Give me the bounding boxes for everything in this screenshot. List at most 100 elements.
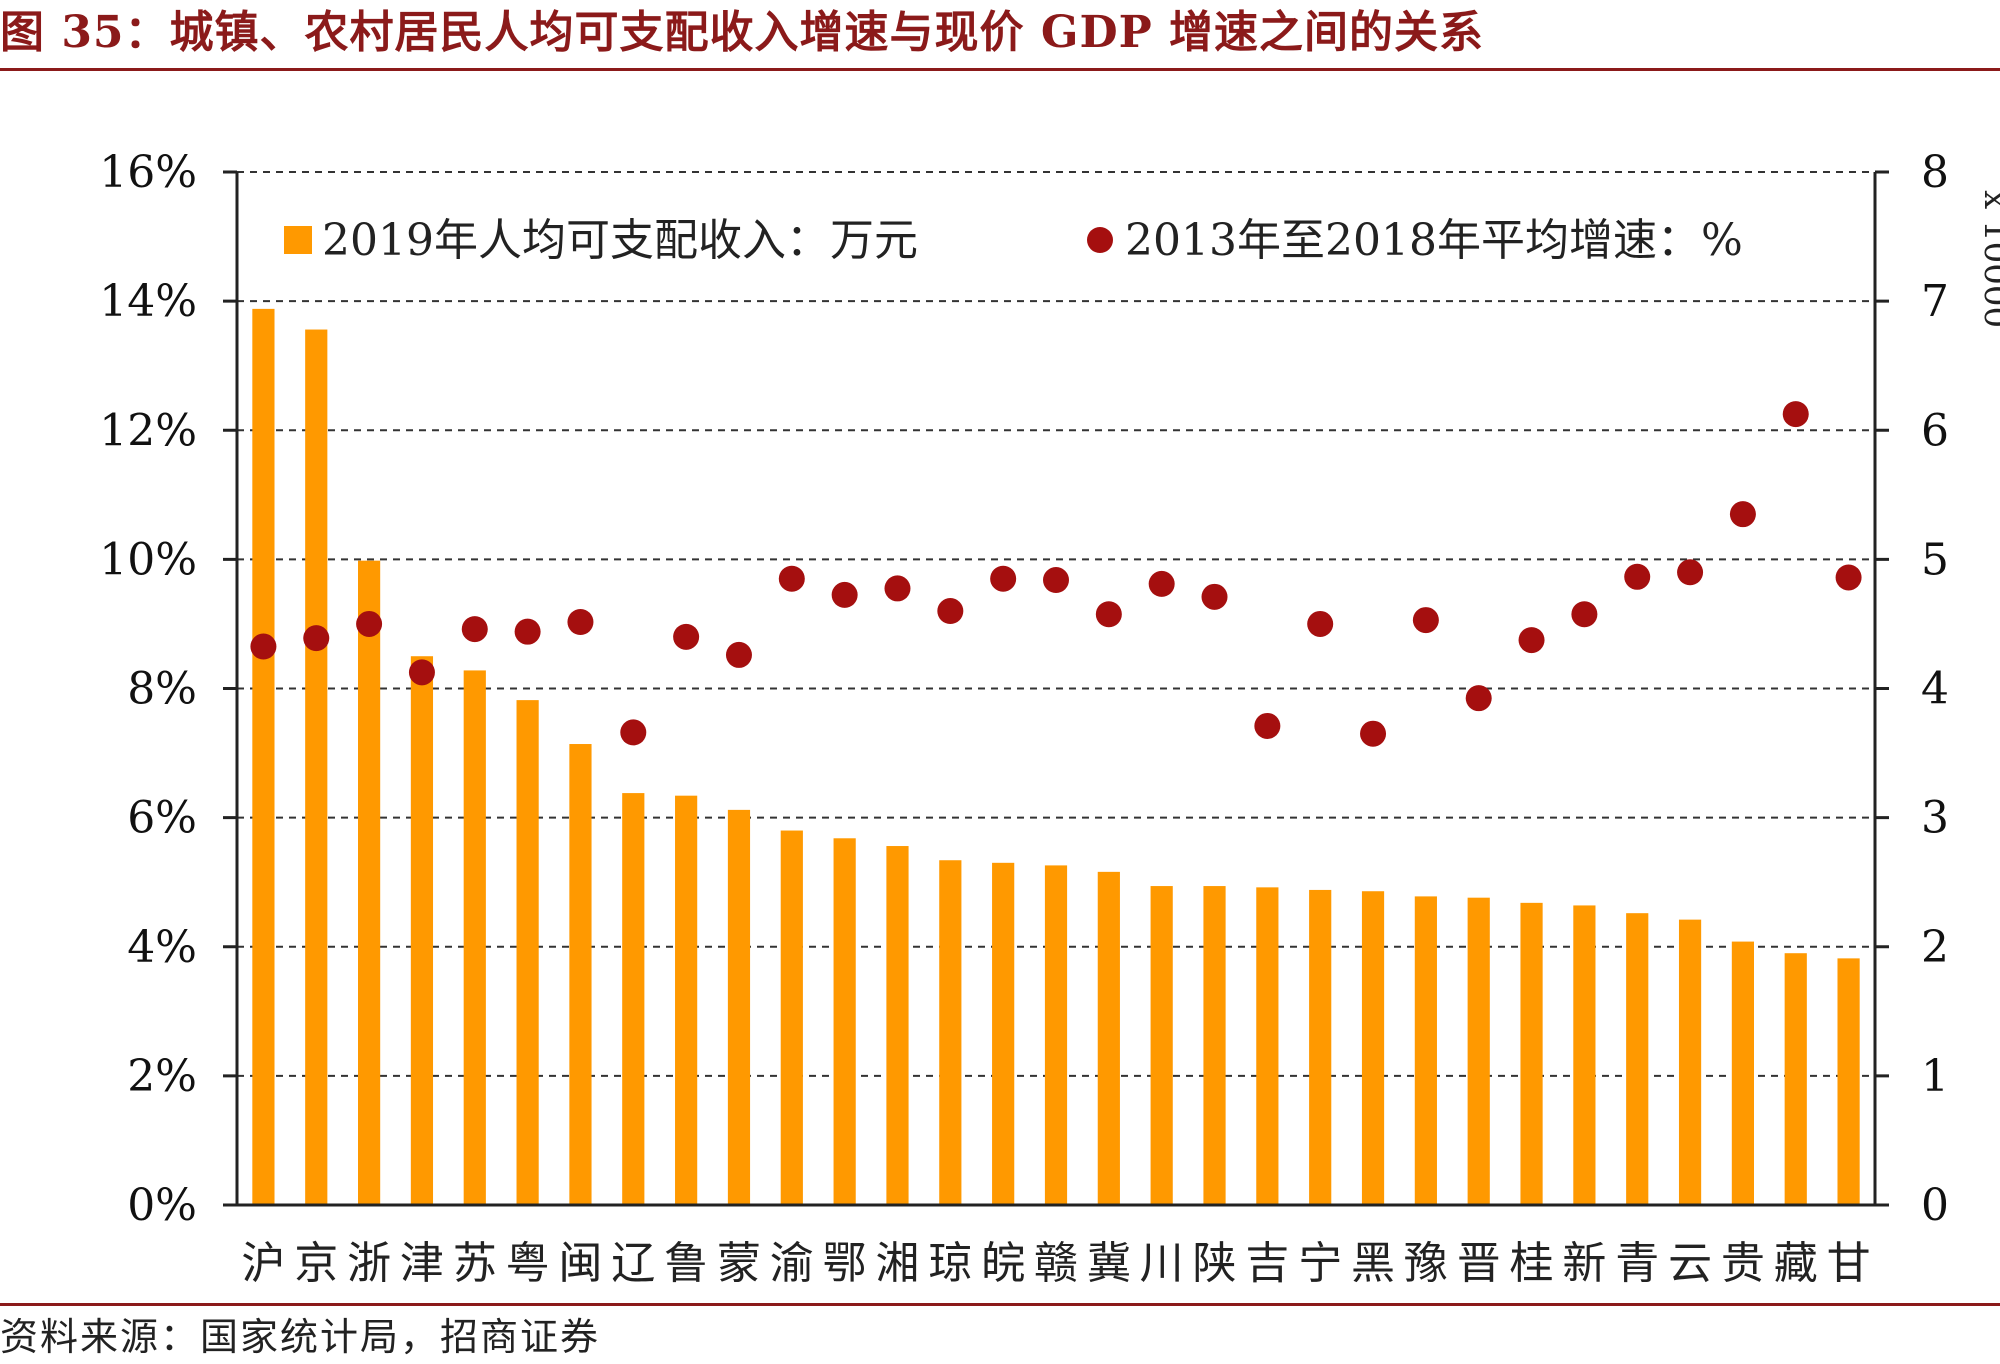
point-青 — [1624, 563, 1651, 590]
gridlines — [237, 171, 1875, 1077]
bar-浙 — [358, 560, 381, 1205]
bar-湘 — [886, 846, 909, 1205]
legend: 2019年人均可支配收入：万元 2013年至2018年平均增速：% — [284, 215, 1743, 266]
category-label: 新 — [1562, 1238, 1606, 1289]
right-tick-label: 7 — [1921, 276, 1949, 327]
bar-贵 — [1731, 941, 1754, 1205]
point-鄂 — [831, 581, 858, 608]
bar-陕 — [1203, 886, 1226, 1205]
category-label: 琼 — [928, 1238, 972, 1289]
bar-鄂 — [833, 838, 856, 1205]
category-label: 湘 — [875, 1238, 919, 1289]
bar-冀 — [1097, 871, 1120, 1205]
left-axis-ticks: 0% 2% 4% 6% 8% 10% 12% 14% 16% — [99, 147, 197, 1231]
left-tick-label: 16% — [99, 147, 197, 198]
point-新 — [1571, 601, 1598, 628]
point-琼 — [937, 598, 964, 625]
category-label: 赣 — [1034, 1238, 1078, 1289]
figure-source: 资料来源：国家统计局，招商证券 — [0, 1315, 601, 1359]
point-豫 — [1412, 607, 1439, 634]
bar-沪 — [252, 308, 275, 1205]
chart: 0% 2% 4% 6% 8% 10% 12% 14% 16% 0 1 2 3 4 5 6 7 8 沪京浙津苏粤闽… — [99, 147, 2000, 1289]
right-tick-label: 6 — [1921, 405, 1949, 456]
category-label: 川 — [1140, 1238, 1184, 1289]
right-axis-ticks: 0 1 2 3 4 5 6 7 8 — [1921, 147, 1949, 1231]
point-辽 — [620, 719, 647, 746]
point-晋 — [1465, 685, 1492, 712]
source-rule — [0, 1303, 2000, 1306]
category-label: 渝 — [770, 1238, 814, 1289]
right-tick-label: 5 — [1921, 534, 1949, 585]
bar-黑 — [1361, 891, 1385, 1205]
point-渝 — [778, 565, 805, 592]
left-tick-label: 10% — [99, 534, 197, 585]
category-labels: 沪京浙津苏粤闽辽鲁蒙渝鄂湘琼皖赣冀川陕吉宁黑豫晋桂新青云贵藏甘 — [241, 1238, 1870, 1289]
point-湘 — [884, 575, 911, 602]
scatter-series — [250, 401, 1862, 747]
category-label: 甘 — [1827, 1238, 1871, 1289]
category-label: 黑 — [1351, 1238, 1395, 1289]
bar-粤 — [516, 700, 539, 1205]
right-tick-label: 0 — [1921, 1180, 1949, 1231]
point-鲁 — [673, 623, 700, 650]
point-沪 — [250, 633, 277, 660]
category-label: 贵 — [1721, 1238, 1765, 1289]
bar-吉 — [1256, 887, 1279, 1205]
point-津 — [408, 659, 435, 686]
bar-藏 — [1784, 953, 1807, 1205]
category-label: 苏 — [453, 1238, 497, 1289]
bar-闽 — [569, 744, 592, 1205]
point-黑 — [1360, 720, 1387, 747]
bar-新 — [1573, 905, 1596, 1205]
point-京 — [303, 625, 330, 652]
category-label: 粤 — [506, 1238, 550, 1289]
legend-bar-swatch — [284, 226, 312, 254]
category-label: 桂 — [1510, 1238, 1554, 1289]
point-浙 — [356, 610, 383, 637]
bar-series — [252, 308, 1860, 1206]
category-label: 云 — [1668, 1238, 1712, 1289]
bar-云 — [1678, 919, 1702, 1205]
left-tick-label: 0% — [127, 1180, 197, 1231]
right-tick-label: 3 — [1921, 793, 1949, 844]
category-label: 沪 — [241, 1238, 285, 1289]
bar-辽 — [622, 793, 645, 1205]
category-label: 鄂 — [823, 1238, 867, 1289]
point-甘 — [1835, 564, 1862, 591]
bar-赣 — [1044, 865, 1068, 1205]
left-tick-label: 8% — [127, 664, 197, 715]
point-陕 — [1201, 583, 1228, 610]
bar-蒙 — [727, 809, 751, 1205]
category-label: 吉 — [1245, 1238, 1289, 1289]
right-tick-label: 8 — [1921, 147, 1949, 198]
category-label: 藏 — [1774, 1238, 1818, 1289]
bar-晋 — [1467, 897, 1490, 1205]
left-tick-label: 2% — [127, 1051, 197, 1102]
category-label: 京 — [294, 1238, 338, 1289]
bar-青 — [1626, 913, 1649, 1205]
point-苏 — [461, 616, 488, 643]
category-label: 辽 — [611, 1238, 655, 1289]
point-赣 — [1043, 567, 1069, 594]
title-rule — [0, 68, 2000, 71]
point-冀 — [1095, 601, 1122, 628]
bar-津 — [410, 656, 434, 1205]
bar-琼 — [939, 860, 962, 1205]
point-桂 — [1518, 627, 1545, 654]
point-吉 — [1254, 712, 1281, 739]
legend-bar-label: 2019年人均可支配收入：万元 — [322, 215, 918, 266]
point-川 — [1148, 570, 1175, 597]
bar-渝 — [780, 830, 803, 1205]
bar-甘 — [1837, 958, 1860, 1205]
bar-皖 — [992, 862, 1015, 1205]
bar-苏 — [463, 670, 486, 1205]
category-label: 蒙 — [717, 1238, 761, 1289]
legend-dot-swatch — [1087, 227, 1113, 253]
category-label: 宁 — [1298, 1238, 1342, 1289]
right-tick-label: 1 — [1921, 1051, 1949, 1102]
right-tick-label: 2 — [1921, 922, 1949, 973]
bar-川 — [1150, 886, 1173, 1205]
point-皖 — [990, 565, 1017, 592]
axes — [223, 170, 1889, 1207]
right-axis-unit: x 10000 — [1976, 190, 2000, 328]
